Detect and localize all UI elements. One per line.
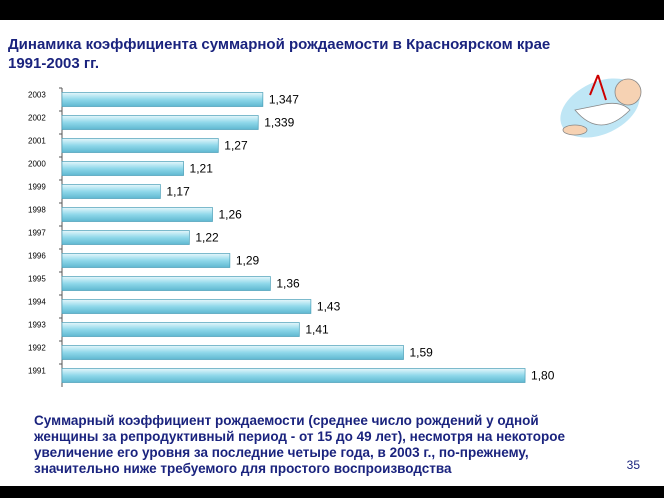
y-tick-label: 1995 (28, 275, 46, 284)
y-tick-label: 1998 (28, 206, 46, 215)
bar (61, 92, 264, 107)
bar (61, 207, 213, 222)
bottom-bar (0, 486, 664, 498)
y-tick-label: 2000 (28, 160, 46, 169)
y-tick-label: 1994 (28, 298, 46, 307)
value-label: 1,59 (410, 346, 434, 360)
bar (61, 253, 231, 268)
bar (61, 345, 404, 360)
title-line: 1991-2003 гг. (8, 55, 99, 72)
baby-icon (560, 74, 642, 138)
value-label: 1,22 (195, 231, 219, 245)
y-tick-label: 1992 (28, 344, 46, 353)
bar (61, 115, 259, 130)
value-label: 1,339 (264, 116, 294, 130)
y-tick-label: 1997 (28, 229, 46, 238)
y-tick-label: 2002 (28, 114, 46, 123)
page-number: 35 (627, 458, 641, 472)
note-text: Суммарный коэффициент рождаемости (средн… (34, 413, 565, 476)
value-label: 1,17 (166, 185, 190, 199)
value-label: 1,43 (317, 300, 341, 314)
y-tick-label: 2003 (28, 91, 46, 100)
top-bar (0, 0, 664, 20)
value-label: 1,36 (276, 277, 300, 291)
value-label: 1,27 (224, 139, 248, 153)
y-tick-label: 1993 (28, 321, 46, 330)
title-line: Динамика коэффициента суммарной рождаемо… (8, 36, 550, 53)
y-tick-label: 2001 (28, 137, 46, 146)
bar (61, 184, 161, 199)
y-tick-label: 1999 (28, 183, 46, 192)
bar (61, 322, 300, 337)
value-label: 1,41 (305, 323, 329, 337)
bar (61, 299, 312, 314)
y-tick-label: 1991 (28, 367, 46, 376)
bar (61, 161, 184, 176)
bar (61, 368, 526, 383)
bar (61, 276, 271, 291)
value-label: 1,29 (236, 254, 260, 268)
y-tick-label: 1996 (28, 252, 46, 261)
bar (61, 230, 190, 245)
value-label: 1,21 (190, 162, 214, 176)
bar (61, 138, 219, 153)
value-label: 1,26 (218, 208, 242, 222)
value-label: 1,347 (269, 93, 299, 107)
value-label: 1,80 (531, 369, 555, 383)
